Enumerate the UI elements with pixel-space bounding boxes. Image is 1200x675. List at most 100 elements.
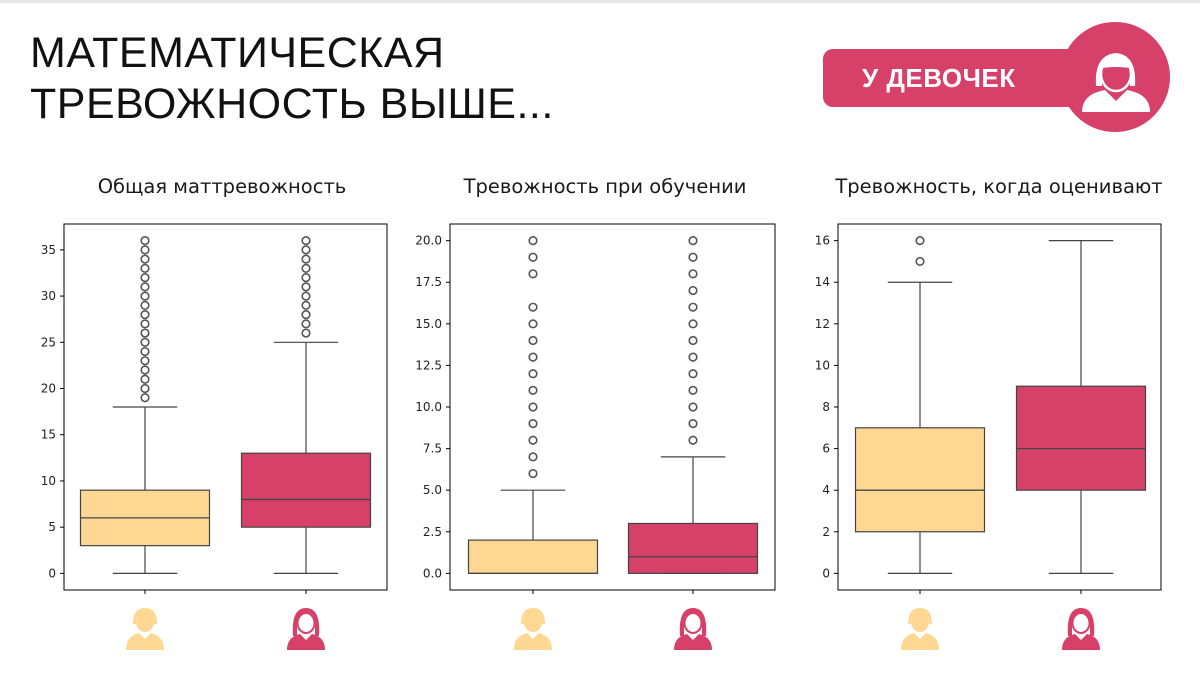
- outlier-point: [688, 385, 698, 395]
- girl-avatar-icon: [287, 608, 325, 650]
- shoulders: [126, 633, 164, 650]
- outlier-point: [140, 319, 150, 329]
- head: [1071, 612, 1091, 634]
- boy-avatar-icon: [126, 608, 164, 650]
- boy-avatar-icon: [514, 608, 552, 650]
- outlier-point: [140, 236, 150, 246]
- outlier-point: [140, 374, 150, 384]
- outlier-point: [140, 383, 150, 394]
- boy-avatar-icon: [901, 608, 939, 650]
- outlier-point: [140, 263, 150, 273]
- outlier-point: [528, 402, 538, 412]
- outlier-point: [915, 236, 925, 246]
- outlier-point: [301, 300, 311, 310]
- y-tick-label: 10.0: [415, 400, 442, 414]
- head: [296, 612, 316, 634]
- outlier-point: [301, 245, 311, 255]
- girls-box: [627, 236, 759, 574]
- y-tick-label: 5: [48, 520, 56, 534]
- outlier-point: [140, 291, 150, 301]
- outlier-point: [688, 419, 698, 429]
- outlier-point: [140, 337, 150, 347]
- shoulders: [1062, 634, 1100, 650]
- girl-avatar-icon: [674, 608, 712, 650]
- outlier-point: [528, 468, 538, 479]
- girls-badge-label: У ДЕВОЧЕК: [862, 63, 1016, 93]
- top-divider: [0, 0, 1200, 3]
- iqr-box: [240, 452, 372, 528]
- outlier-point: [688, 352, 698, 362]
- outlier-point: [528, 369, 538, 379]
- chart-title: Тревожность, когда оценивают: [834, 175, 1162, 198]
- y-tick-label: 15: [41, 428, 56, 442]
- hair: [679, 608, 707, 636]
- hair: [1067, 608, 1095, 636]
- y-tick-label: 20: [41, 382, 56, 396]
- outlier-point: [688, 269, 698, 279]
- outlier-point: [140, 328, 150, 338]
- outlier-point: [301, 263, 311, 273]
- outlier-point: [301, 282, 311, 292]
- y-tick-label: 12: [815, 317, 830, 331]
- slide-title-line-2: ТРЕВОЖНОСТЬ ВЫШЕ...: [30, 80, 554, 128]
- outlier-point: [301, 319, 311, 329]
- y-tick-label: 6: [822, 442, 830, 456]
- outlier-point: [301, 309, 311, 320]
- head: [136, 612, 154, 632]
- y-tick-label: 30: [41, 289, 56, 303]
- outlier-point: [688, 236, 698, 246]
- chart-panel-2: Тревожность при обучении 0.0 2.5 5.0 7.5 10.0…: [415, 175, 776, 650]
- outlier-point: [140, 254, 150, 264]
- outlier-point: [688, 302, 698, 312]
- y-tick-label: 8: [822, 400, 830, 414]
- outlier-point: [528, 452, 538, 462]
- slide-title-line-1: МАТЕМАТИЧЕСКАЯ: [30, 29, 445, 77]
- slide-title: МАТЕМАТИЧЕСКАЯ ТРЕВОЖНОСТЬ ВЫШЕ...: [30, 28, 554, 130]
- boys-box: [79, 236, 211, 574]
- girls-box: [240, 236, 372, 574]
- outlier-point: [140, 309, 150, 320]
- outlier-point: [528, 435, 538, 445]
- outlier-point: [140, 346, 150, 357]
- outlier-point: [528, 385, 538, 395]
- outlier-point: [140, 273, 150, 283]
- outlier-point: [140, 393, 150, 403]
- outlier-point: [140, 245, 150, 255]
- y-tick-label: 5.0: [423, 483, 442, 497]
- outlier-point: [688, 435, 698, 445]
- outlier-point: [688, 335, 698, 346]
- outlier-point: [528, 319, 538, 329]
- shoulders: [901, 633, 939, 650]
- girl-avatar-icon: [1062, 608, 1100, 650]
- iqr-box: [854, 427, 986, 533]
- girl-avatar-icon: [1082, 53, 1150, 112]
- outlier-point: [140, 365, 150, 375]
- y-tick-label: 10: [815, 358, 830, 372]
- outlier-point: [140, 300, 150, 310]
- plot-frame: [63, 223, 388, 591]
- boys-box: [467, 236, 599, 575]
- boys-box: [854, 236, 986, 574]
- y-tick-label: 10: [41, 474, 56, 488]
- outlier-point: [528, 252, 538, 262]
- chart-panel-3: Тревожность, когда оценивают 0 2 4 6 8 10 12 14 1…: [815, 175, 1163, 650]
- outlier-point: [301, 254, 311, 264]
- y-tick-label: 2.5: [423, 525, 442, 539]
- y-tick-label: 7.5: [423, 442, 442, 456]
- y-tick-label: 16: [815, 234, 830, 248]
- outlier-point: [140, 356, 150, 366]
- y-tick-label: 0.0: [423, 566, 442, 580]
- y-tick-label: 14: [815, 275, 830, 289]
- iqr-box: [467, 539, 599, 574]
- outlier-point: [915, 256, 925, 267]
- outlier-point: [301, 328, 311, 338]
- outlier-point: [301, 236, 311, 246]
- outlier-point: [140, 282, 150, 292]
- head: [524, 612, 542, 632]
- chart-title: Тревожность при обучении: [463, 175, 747, 198]
- shoulders: [674, 634, 712, 650]
- y-tick-label: 17.5: [415, 275, 442, 289]
- iqr-box: [627, 522, 759, 574]
- y-tick-label: 0: [822, 566, 830, 580]
- y-tick-label: 35: [41, 243, 56, 257]
